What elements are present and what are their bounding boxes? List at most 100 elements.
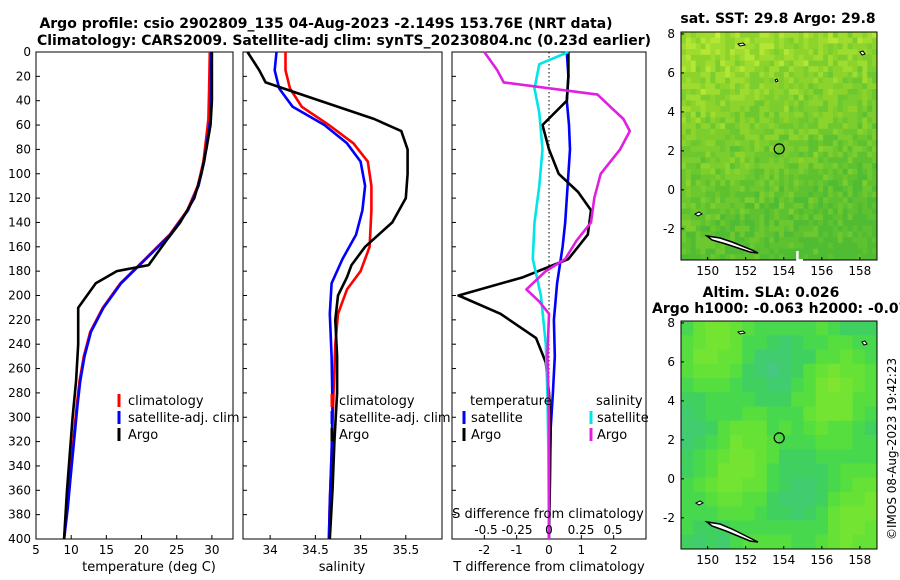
heatmap-cell (754, 140, 760, 147)
heatmap-cell (705, 77, 711, 84)
heatmap-cell (847, 32, 853, 39)
heatmap-cell (872, 89, 877, 96)
heatmap-cell (710, 146, 716, 153)
heatmap-cell (803, 49, 809, 56)
heatmap-cell (862, 151, 868, 158)
coastline-island (859, 50, 866, 56)
heatmap-cell (700, 89, 706, 96)
heatmap-cell (695, 248, 701, 255)
heatmap-cell (681, 94, 687, 101)
heatmap-cell (867, 106, 873, 113)
heatmap-cell (764, 231, 770, 238)
difference-series (457, 50, 632, 540)
heatmap-cell (813, 123, 819, 130)
heatmap-cell (862, 157, 868, 164)
heatmap-cell (774, 180, 780, 187)
heatmap-cell (779, 77, 785, 84)
heatmap-cell (754, 321, 768, 336)
heatmap-cell (717, 392, 731, 407)
heatmap-cell (730, 191, 736, 198)
heatmap-cell (744, 197, 750, 204)
heatmap-cell (705, 185, 711, 192)
heatmap-cell (788, 254, 795, 260)
heatmap-cell (798, 94, 804, 101)
heatmap-cell (842, 140, 848, 147)
heatmap-cell (862, 43, 868, 50)
heatmap-cell (734, 89, 741, 96)
heatmap-cell (759, 66, 765, 73)
heatmap-cell (832, 254, 839, 260)
heatmap-cell (754, 392, 768, 407)
heatmap-cell (695, 37, 701, 44)
heatmap-cell (681, 134, 687, 141)
heatmap-cell (734, 180, 741, 187)
heatmap-cell (852, 77, 858, 84)
heatmap-cell (857, 43, 863, 50)
heatmap-cell (783, 168, 790, 175)
heatmap-cell (754, 534, 768, 549)
heatmap-cell (769, 254, 775, 260)
heatmap-cell (764, 180, 770, 187)
heatmap-cell (700, 83, 706, 90)
heatmap-cell (828, 203, 834, 210)
sla-heatmap (681, 321, 877, 549)
heatmap-cell (690, 32, 697, 39)
heatmap-cell (710, 37, 716, 44)
heatmap-cell (725, 43, 731, 50)
heatmap-cell (749, 180, 755, 187)
heatmap-cell (862, 111, 868, 118)
heatmap-cell (766, 534, 780, 549)
heatmap-cell (715, 231, 721, 238)
heatmap-cell (857, 111, 863, 118)
heatmap-cell (730, 197, 736, 204)
heatmap-cell (739, 237, 746, 244)
heatmap-cell (730, 163, 736, 170)
heatmap-cell (730, 203, 736, 210)
heatmap-cell (852, 71, 858, 78)
heatmap-cell (739, 157, 746, 164)
heatmap-cell (744, 220, 750, 227)
heatmap-cell (730, 43, 736, 50)
heatmap-cell (754, 168, 760, 175)
heatmap-cell (857, 60, 863, 67)
heatmap-cell (690, 77, 697, 84)
sst-marker-label: L (795, 250, 803, 265)
heatmap-cell (774, 117, 780, 124)
heatmap-cell (769, 191, 775, 198)
heatmap-cell (847, 54, 853, 61)
heatmap-cell (766, 420, 780, 436)
heatmap-cell (798, 248, 804, 255)
heatmap-cell (700, 77, 706, 84)
heatmap-cell (700, 231, 706, 238)
heatmap-cell (705, 349, 719, 365)
heatmap-cell (857, 163, 863, 170)
heatmap-cell (685, 157, 692, 164)
heatmap-cell (847, 197, 853, 204)
heatmap-cell (730, 60, 736, 67)
heatmap-cell (840, 378, 853, 393)
y-tick-label: 0 (667, 472, 675, 486)
heatmap-cell (769, 242, 775, 249)
heatmap-cell (749, 174, 755, 181)
heatmap-cell (749, 60, 755, 67)
heatmap-cell (791, 420, 804, 436)
heatmap-cell (681, 335, 694, 350)
heatmap-cell (759, 168, 765, 175)
heatmap-cell (813, 134, 819, 141)
heatmap-cell (774, 60, 780, 67)
heatmap-cell (857, 32, 863, 39)
heatmap-cell (852, 237, 858, 244)
heatmap-cell (823, 134, 829, 141)
heatmap-cell (788, 168, 795, 175)
heatmap-cell (685, 168, 692, 175)
heatmap-cell (759, 225, 765, 232)
heatmap-cell (828, 435, 841, 450)
heatmap-cell (700, 111, 706, 118)
heatmap-cell (730, 335, 743, 350)
heatmap-cell (734, 163, 741, 170)
heatmap-cell (779, 140, 785, 147)
heatmap-cell (705, 420, 719, 436)
heatmap-cell (749, 89, 755, 96)
heatmap-cell (734, 106, 741, 113)
heatmap-cell (798, 140, 804, 147)
